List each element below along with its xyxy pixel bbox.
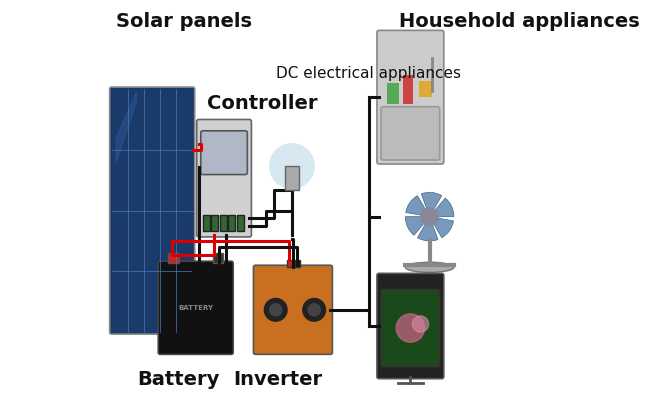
Text: Household appliances: Household appliances — [399, 12, 640, 31]
Bar — [203, 215, 210, 231]
Wedge shape — [405, 196, 429, 217]
FancyBboxPatch shape — [110, 87, 195, 334]
Bar — [295, 260, 299, 267]
Text: Solar panels: Solar panels — [116, 12, 252, 31]
Wedge shape — [421, 192, 442, 217]
Bar — [168, 253, 178, 263]
Circle shape — [421, 208, 439, 226]
FancyBboxPatch shape — [197, 119, 251, 237]
Text: DC electrical appliances: DC electrical appliances — [276, 66, 461, 81]
Bar — [287, 260, 291, 267]
Bar — [285, 166, 299, 190]
Text: BATTERY: BATTERY — [178, 305, 213, 311]
Circle shape — [308, 304, 320, 316]
Circle shape — [265, 298, 287, 321]
Ellipse shape — [405, 262, 454, 272]
Circle shape — [303, 298, 326, 321]
FancyBboxPatch shape — [381, 290, 440, 367]
Text: Battery: Battery — [137, 370, 220, 389]
Bar — [403, 75, 413, 104]
FancyBboxPatch shape — [381, 107, 440, 160]
Bar — [387, 83, 399, 104]
Wedge shape — [417, 217, 438, 241]
Circle shape — [396, 314, 425, 342]
Wedge shape — [405, 217, 429, 235]
Circle shape — [269, 304, 282, 316]
Bar — [419, 81, 431, 97]
FancyBboxPatch shape — [377, 30, 444, 164]
Bar — [237, 215, 244, 231]
Circle shape — [269, 144, 314, 188]
Wedge shape — [429, 217, 454, 238]
FancyBboxPatch shape — [158, 261, 233, 354]
Circle shape — [413, 316, 429, 332]
FancyBboxPatch shape — [253, 265, 332, 354]
Bar — [213, 253, 223, 263]
Bar — [228, 215, 235, 231]
Text: Inverter: Inverter — [233, 370, 322, 389]
Bar — [211, 215, 218, 231]
Text: Controller: Controller — [207, 94, 318, 113]
FancyBboxPatch shape — [201, 131, 247, 175]
Wedge shape — [429, 198, 454, 217]
FancyBboxPatch shape — [377, 273, 444, 379]
Bar — [220, 215, 226, 231]
